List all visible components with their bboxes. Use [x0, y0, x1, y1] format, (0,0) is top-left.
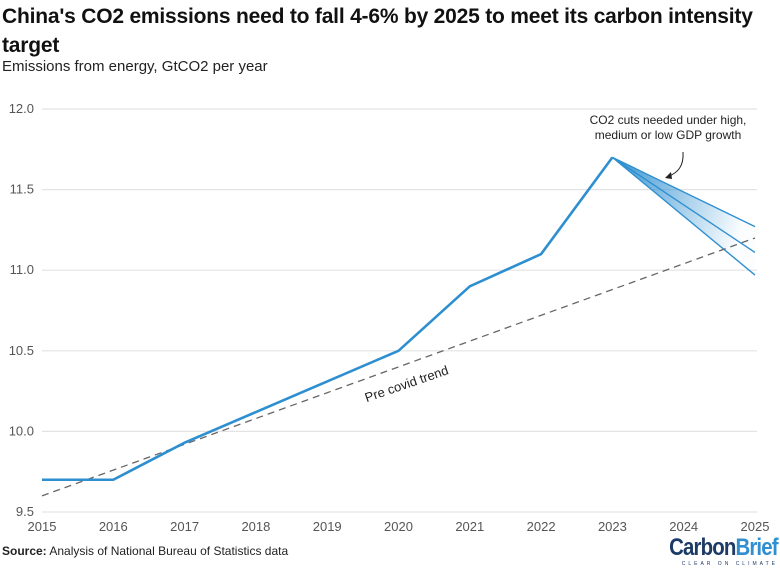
logo-tagline: CLEAR ON CLIMATE	[681, 561, 778, 567]
x-axis-ticks: 2015 2016 2017 2018 2019 2020 2021 2022 2023 2024…	[28, 519, 770, 534]
x-tick-label: 2022	[527, 519, 556, 534]
fan-annotation-text: CO2 cuts needed under high,	[590, 113, 747, 127]
y-tick-label: 10.5	[9, 343, 34, 358]
x-tick-label: 2018	[241, 519, 270, 534]
trend-series	[41, 237, 756, 497]
y-tick-label: 10.0	[9, 423, 34, 438]
annotations: CO2 cuts needed under high,medium or low…	[363, 113, 747, 405]
x-tick-label: 2020	[384, 519, 413, 534]
projection-line	[611, 156, 756, 276]
annotation-arrow	[666, 151, 684, 178]
y-axis-ticks: 9.5 10.0 10.5 11.0 11.5 12.0	[9, 101, 34, 519]
chart-subtitle: Emissions from energy, GtCO2 per year	[2, 58, 268, 75]
x-tick-label: 2016	[99, 519, 128, 534]
y-tick-label: 11.5	[10, 182, 34, 197]
x-tick-label: 2021	[455, 519, 484, 534]
y-tick-label: 12.0	[9, 101, 34, 116]
source-text: Analysis of National Bureau of Statistic…	[46, 544, 289, 558]
fan-annotation-text: medium or low GDP growth	[595, 128, 742, 142]
logo-part-brief: Brief	[735, 534, 779, 561]
projection-fan	[611, 156, 756, 276]
x-tick-label: 2015	[28, 519, 57, 534]
source-label: Source:	[2, 544, 47, 558]
gridlines	[42, 108, 757, 513]
projection-line	[612, 156, 756, 228]
x-tick-label: 2019	[313, 519, 342, 534]
y-tick-label: 11.0	[10, 262, 34, 277]
pre-covid-trend-line	[41, 237, 756, 497]
projection-line	[612, 156, 756, 254]
trend-annotation-text: Pre covid trend	[363, 362, 451, 405]
emissions-series	[41, 156, 614, 482]
y-tick-label: 9.5	[16, 504, 34, 519]
x-tick-label: 2023	[598, 519, 627, 534]
logo-wordmark: CarbonBrief	[669, 536, 778, 560]
annotation-arrowhead	[665, 172, 672, 179]
x-tick-label: 2024	[669, 519, 698, 534]
chart-title: China's CO2 emissions need to fall 4-6% …	[2, 5, 753, 57]
carbonbrief-logo: CarbonBrief CLEAR ON CLIMATE	[650, 536, 778, 568]
logo-part-carbon: Carbon	[669, 534, 736, 561]
x-tick-label: 2017	[170, 519, 199, 534]
source-note: Source: Analysis of National Bureau of S…	[2, 544, 288, 558]
x-tick-label: 2025	[741, 519, 770, 534]
